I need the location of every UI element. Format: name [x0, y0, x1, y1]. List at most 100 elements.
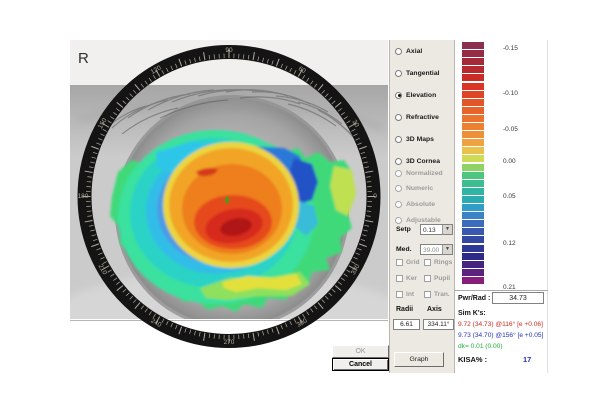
checkbox-icon — [396, 291, 403, 298]
radio-label: Refractive — [406, 113, 439, 121]
med-dropdown[interactable]: 39.00 ▼ — [420, 244, 453, 255]
radio-3d-maps[interactable]: 3D Maps — [395, 134, 434, 144]
radio-icon — [395, 200, 402, 208]
control-panel: Axial Tangential Elevation Refractive 3D Map… — [389, 40, 455, 373]
scale-tick-label: 0.00 — [503, 157, 516, 165]
radio-icon — [395, 69, 402, 77]
color-swatch — [462, 147, 484, 155]
checkbox-icon — [424, 291, 431, 298]
color-swatch — [462, 82, 484, 90]
radio-label: 3D Cornea — [406, 157, 440, 165]
radio-icon — [395, 157, 402, 165]
elevation-map — [110, 130, 356, 312]
kisa-value: 17 — [523, 355, 532, 364]
radii-field[interactable]: 6.61 — [393, 319, 420, 330]
chevron-down-icon[interactable]: ▼ — [442, 225, 452, 234]
pwr-rad-field[interactable]: 34.73 — [492, 292, 544, 304]
radio-icon — [395, 216, 402, 224]
radio-label: Adjustable — [406, 216, 441, 224]
scale-tick-label: -0.15 — [503, 45, 518, 53]
readout-panel: -0.15 -0.10 -0.05 0.00 0.05 0.12 0.21 Pwr/Rad … — [455, 40, 548, 373]
radio-icon — [395, 135, 402, 143]
graph-button[interactable]: Graph — [394, 352, 444, 367]
checkbox-rings: Rings — [424, 258, 452, 267]
step-dropdown[interactable]: 0.13 ▼ — [420, 224, 453, 235]
color-swatch — [462, 114, 484, 122]
color-swatch — [462, 268, 484, 276]
radio-numeric: Numeric — [395, 184, 433, 194]
color-swatch — [462, 90, 484, 98]
color-swatch — [462, 187, 484, 195]
radio-label: Numeric — [406, 185, 434, 193]
radio-refractive[interactable]: Refractive — [395, 112, 439, 122]
radio-label: Elevation — [406, 91, 437, 99]
dial-degree-labels: 0 30 60 90 120 150 180 210 240 270 300 330 — [78, 47, 378, 346]
ok-button[interactable]: OK — [332, 345, 389, 358]
checkbox-ker: Ker — [396, 274, 417, 283]
radio-axial[interactable]: Axial — [395, 46, 422, 56]
radio-label: Axial — [406, 47, 423, 55]
dial-degree-label: 90 — [225, 47, 233, 54]
checkbox-int: Int — [396, 290, 414, 299]
dial-degree-label: 60 — [297, 65, 307, 75]
chevron-down-icon[interactable]: ▼ — [442, 245, 452, 254]
checkbox-label: Pupil — [434, 275, 451, 282]
delta-k-readout: dk= 0.01 (0.00) — [458, 343, 503, 350]
scale-tick-label: 0.12 — [503, 239, 516, 247]
dial-degree-label: 120 — [150, 64, 163, 76]
color-swatch — [462, 123, 484, 130]
color-swatch — [462, 106, 484, 114]
checkbox-grid: Grid — [396, 258, 420, 267]
radio-elevation[interactable]: Elevation — [395, 90, 436, 100]
checkbox-label: Int — [406, 291, 415, 298]
color-swatch — [462, 163, 484, 171]
setp-label: Setp — [396, 226, 411, 233]
axis-field[interactable]: 334.11° — [423, 319, 454, 330]
sim-ks-label: Sim K's: — [458, 310, 486, 317]
dial-degree-label: 240 — [149, 317, 162, 329]
radio-icon — [395, 169, 402, 177]
color-swatch — [462, 236, 484, 244]
color-swatch — [462, 179, 484, 187]
color-swatch — [462, 42, 484, 49]
dial-degree-label: 180 — [78, 193, 89, 200]
med-label: Med. — [396, 246, 412, 253]
color-swatch — [462, 252, 484, 260]
color-swatch — [462, 204, 484, 211]
radio-label: Tangential — [406, 69, 440, 77]
sim-k1-readout: 9.72 (34.73) @116° [e +0.06] — [458, 321, 543, 328]
radii-label: Radii — [396, 306, 414, 313]
checkbox-label: Rings — [434, 259, 453, 266]
color-swatch — [462, 139, 484, 147]
color-swatch — [462, 98, 484, 106]
checkbox-icon — [396, 275, 403, 282]
color-swatch — [462, 155, 484, 163]
cancel-button[interactable]: Cancel — [332, 358, 389, 371]
radio-adjustable: Adjustable — [395, 215, 441, 225]
scale-tick-label: 0.05 — [503, 192, 516, 200]
color-swatch — [462, 212, 484, 220]
checkbox-label: Tran. — [434, 291, 450, 298]
color-swatch — [462, 50, 484, 58]
eye-photo — [70, 85, 388, 319]
protractor-ring: 0 30 60 90 120 150 180 210 240 270 300 330 — [77, 45, 381, 348]
color-swatch — [462, 276, 484, 284]
radio-icon — [395, 91, 402, 99]
eye-side-label: R — [78, 50, 89, 67]
radio-absolute: Absolute — [395, 199, 435, 209]
radio-icon — [395, 47, 402, 55]
dial-degree-label: 0 — [373, 193, 377, 200]
color-swatch — [462, 171, 484, 179]
color-swatch — [462, 260, 484, 268]
radio-label: Absolute — [406, 200, 436, 208]
color-swatch — [462, 74, 484, 82]
radio-tangential[interactable]: Tangential — [395, 68, 439, 78]
radio-3d-cornea[interactable]: 3D Cornea — [395, 156, 440, 166]
radio-icon — [395, 113, 402, 121]
scale-tick-label: -0.10 — [503, 89, 518, 97]
dial-degree-label: 30 — [350, 119, 360, 129]
axis-label: Axis — [427, 306, 442, 313]
color-swatch — [462, 195, 484, 203]
radio-icon — [395, 185, 402, 193]
